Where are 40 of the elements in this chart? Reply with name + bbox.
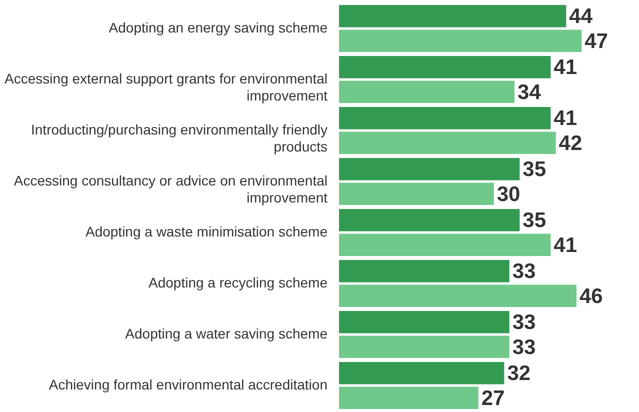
y-tick-label: Adopting an energy saving scheme <box>108 19 328 36</box>
bar <box>339 209 520 232</box>
data-label: 47 <box>584 30 608 53</box>
data-label: 34 <box>518 80 542 104</box>
bar <box>339 362 504 384</box>
y-tick-label: Accessing external support grants for environmental improvement <box>4 70 328 104</box>
bar <box>339 158 520 180</box>
data-label: 27 <box>481 386 505 410</box>
data-label: 41 <box>554 107 578 130</box>
data-label: 44 <box>569 5 593 28</box>
bar <box>339 386 478 409</box>
data-label: 41 <box>554 234 578 257</box>
y-tick-label: Adopting a recycling scheme <box>148 274 328 291</box>
y-tick-label: Adopting a waste minimisation scheme <box>85 224 328 240</box>
data-label: 33 <box>512 311 536 334</box>
data-label: 41 <box>554 56 578 80</box>
data-label: 32 <box>507 362 531 386</box>
bar <box>339 5 566 28</box>
bar <box>339 284 576 307</box>
bar <box>339 182 494 205</box>
data-label: 33 <box>512 260 536 284</box>
bar <box>339 260 510 282</box>
bar <box>339 234 551 256</box>
bar <box>339 80 515 103</box>
bar <box>339 107 551 130</box>
bar <box>339 30 582 52</box>
y-tick-label: Adopting a water saving scheme <box>125 326 328 342</box>
y-tick-label: Accessing consultancy or advice on environmental improvement <box>14 172 328 206</box>
data-label: 35 <box>522 158 546 182</box>
data-label: 42 <box>558 132 582 155</box>
data-label: 46 <box>579 284 603 308</box>
data-label: 30 <box>496 182 520 206</box>
bar <box>339 132 556 154</box>
data-label: 33 <box>512 336 536 359</box>
data-label: 35 <box>522 209 546 232</box>
bar <box>339 311 510 334</box>
y-tick-label: Achieving formal environmental accreditation <box>48 376 328 393</box>
bar <box>339 56 551 78</box>
y-tick-label: Introducting/purchasing environmentally friendly products <box>31 121 328 154</box>
bar <box>339 336 510 358</box>
